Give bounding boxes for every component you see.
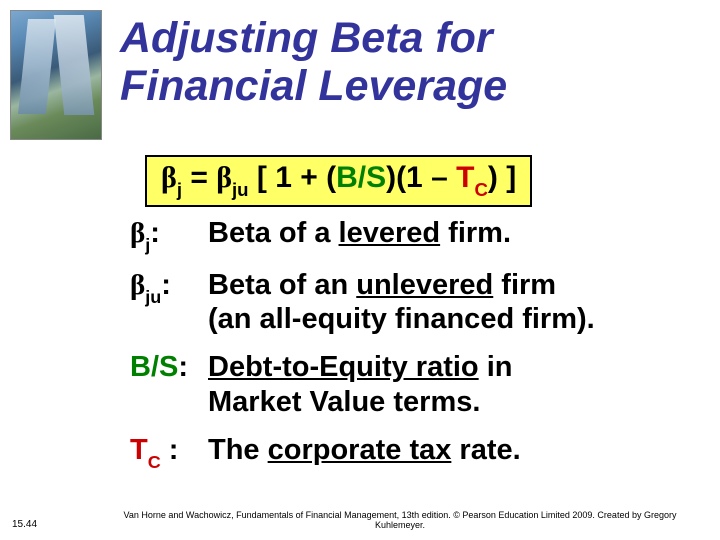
sub-ju: ju: [232, 179, 249, 200]
beta-symbol-2: β: [216, 161, 232, 194]
formula-box: βj = βju [ 1 + (B/S)(1 – TC) ]: [145, 155, 532, 207]
bs-term: B/S: [336, 161, 386, 194]
bracket-close: ) ]: [488, 161, 516, 194]
sub-j: j: [177, 179, 182, 200]
def-bju: βju: Beta of an unlevered firm (an all-e…: [130, 268, 690, 336]
def-bju-desc: Beta of an unlevered firm (an all-equity…: [208, 268, 690, 336]
footer-text: Van Horne and Wachowicz, Fundamentals of…: [100, 510, 700, 530]
decorative-image: [10, 10, 102, 140]
title-line-2: Financial Leverage: [120, 62, 507, 110]
def-bj-desc: Beta of a levered firm.: [208, 216, 690, 250]
def-bs-term: B/S:: [130, 350, 208, 384]
mid: )(1 –: [386, 161, 456, 194]
def-bju-term: βju:: [130, 268, 208, 306]
def-bj: βj: Beta of a levered firm.: [130, 216, 690, 254]
def-tc-term: TC :: [130, 433, 208, 471]
def-bs: B/S: Debt-to-Equity ratio in Market Valu…: [130, 350, 690, 418]
def-tc: TC : The corporate tax rate.: [130, 433, 690, 471]
def-bs-desc: Debt-to-Equity ratio in Market Value ter…: [208, 350, 690, 418]
equals: =: [182, 161, 216, 194]
beta-symbol: β: [161, 161, 177, 194]
t-term: TC: [456, 161, 488, 194]
bracket-open: [ 1 + (: [249, 161, 337, 194]
definitions-list: βj: Beta of a levered firm. βju: Beta of…: [130, 216, 690, 485]
title-line-1: Adjusting Beta for: [120, 14, 493, 62]
slide-title: Adjusting Beta for Financial Leverage: [120, 14, 507, 110]
def-tc-desc: The corporate tax rate.: [208, 433, 690, 467]
slide-number: 15.44: [12, 519, 37, 530]
def-bj-term: βj:: [130, 216, 208, 254]
